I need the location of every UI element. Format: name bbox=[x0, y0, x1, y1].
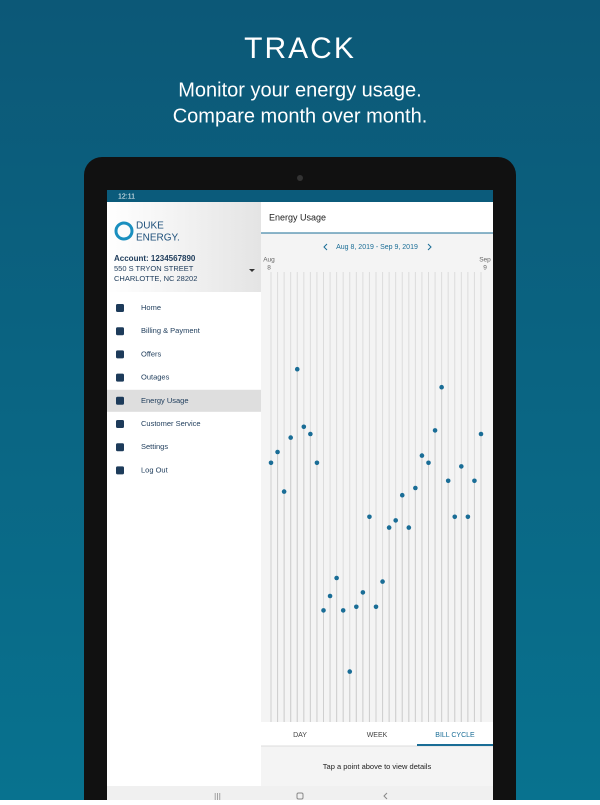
tab[interactable]: WEEK bbox=[367, 732, 388, 739]
menu-icon bbox=[116, 420, 124, 428]
title: TRACK bbox=[244, 32, 356, 65]
usage-point[interactable] bbox=[275, 449, 280, 455]
menu-item[interactable]: Offers bbox=[141, 349, 162, 358]
subtitle: Compare month over month. bbox=[173, 105, 428, 127]
end-label: Sep bbox=[479, 257, 491, 264]
address: CHARLOTTE, NC 28202 bbox=[114, 274, 197, 283]
usage-point[interactable] bbox=[406, 525, 412, 530]
usage-point[interactable] bbox=[360, 590, 366, 595]
usage-point[interactable] bbox=[301, 424, 307, 430]
menu-icon bbox=[116, 443, 124, 452]
account: Account: 1234567890 bbox=[114, 254, 196, 263]
usage-point[interactable] bbox=[452, 514, 458, 520]
menu-icon bbox=[116, 373, 124, 382]
menu-icon bbox=[116, 396, 124, 405]
usage-point[interactable] bbox=[268, 460, 274, 466]
next-button[interactable] bbox=[427, 243, 432, 251]
sidebar-header bbox=[107, 202, 261, 292]
screen-title: Energy Usage bbox=[269, 212, 326, 222]
menu-item[interactable]: Home bbox=[141, 303, 161, 312]
tab-indicator bbox=[417, 744, 493, 746]
usage-point[interactable] bbox=[393, 518, 398, 523]
usage-point[interactable] bbox=[334, 575, 339, 581]
usage-point[interactable] bbox=[294, 366, 300, 372]
menu-highlight bbox=[107, 389, 261, 412]
camera bbox=[297, 175, 303, 181]
tab[interactable]: DAY bbox=[293, 732, 307, 739]
usage-point[interactable] bbox=[419, 453, 425, 458]
nav-icon[interactable] bbox=[296, 792, 304, 800]
subtitle: Monitor your energy usage. bbox=[178, 79, 421, 101]
logo-icon bbox=[114, 221, 134, 241]
end-label: 9 bbox=[483, 265, 487, 272]
usage-point[interactable] bbox=[367, 514, 372, 520]
usage-point[interactable] bbox=[281, 489, 287, 494]
address: 550 S TRYON STREET bbox=[114, 264, 194, 273]
usage-point[interactable] bbox=[478, 431, 484, 437]
start-label: 8 bbox=[267, 265, 271, 272]
usage-point[interactable] bbox=[321, 608, 326, 613]
usage-point[interactable] bbox=[465, 514, 471, 520]
tab-bar bbox=[261, 722, 493, 746]
usage-point[interactable] bbox=[373, 604, 379, 610]
menu-item[interactable]: Log Out bbox=[141, 465, 169, 474]
usage-point[interactable] bbox=[314, 460, 320, 466]
menu-item[interactable]: Settings bbox=[141, 442, 168, 451]
menu-item[interactable]: Billing & Payment bbox=[141, 326, 201, 335]
usage-point[interactable] bbox=[399, 492, 405, 498]
menu-item[interactable]: Energy Usage bbox=[141, 396, 189, 405]
start-label: Aug bbox=[263, 257, 275, 264]
dropdown[interactable] bbox=[249, 269, 255, 272]
usage-point[interactable] bbox=[308, 431, 313, 437]
status-bar bbox=[107, 190, 493, 202]
usage-point[interactable] bbox=[426, 460, 431, 466]
hint: Tap a point above to view details bbox=[323, 762, 432, 771]
menu-icon bbox=[116, 327, 124, 336]
menu-item[interactable]: Outages bbox=[141, 373, 170, 382]
usage-point[interactable] bbox=[459, 464, 464, 469]
date-range: Aug 8, 2019 - Sep 9, 2019 bbox=[336, 244, 418, 251]
sidebar bbox=[107, 202, 261, 800]
menu-item[interactable]: Customer Service bbox=[141, 419, 201, 428]
prev-button[interactable] bbox=[323, 243, 328, 251]
usage-point[interactable] bbox=[445, 478, 451, 484]
usage-point[interactable] bbox=[340, 608, 346, 613]
usage-point[interactable] bbox=[354, 604, 359, 610]
tab[interactable]: BILL CYCLE bbox=[435, 732, 475, 739]
nav-icon[interactable]: ||| bbox=[214, 791, 221, 801]
nav-icon[interactable] bbox=[383, 792, 388, 800]
usage-point[interactable] bbox=[327, 593, 333, 599]
usage-point[interactable] bbox=[386, 525, 392, 530]
menu-icon bbox=[116, 304, 124, 312]
usage-point[interactable] bbox=[347, 669, 353, 674]
usage-point[interactable] bbox=[288, 435, 293, 440]
usage-point[interactable] bbox=[413, 485, 418, 491]
menu-icon bbox=[116, 350, 124, 359]
status-time: 12:11 bbox=[118, 193, 135, 200]
usage-point[interactable] bbox=[432, 428, 438, 433]
usage-point[interactable] bbox=[472, 478, 477, 484]
logo-text: ENERGY. bbox=[136, 233, 180, 244]
usage-point[interactable] bbox=[380, 579, 385, 584]
app-bar bbox=[261, 202, 493, 233]
usage-point[interactable] bbox=[439, 384, 444, 390]
logo-text: DUKE bbox=[136, 221, 164, 232]
menu-icon bbox=[116, 466, 124, 475]
